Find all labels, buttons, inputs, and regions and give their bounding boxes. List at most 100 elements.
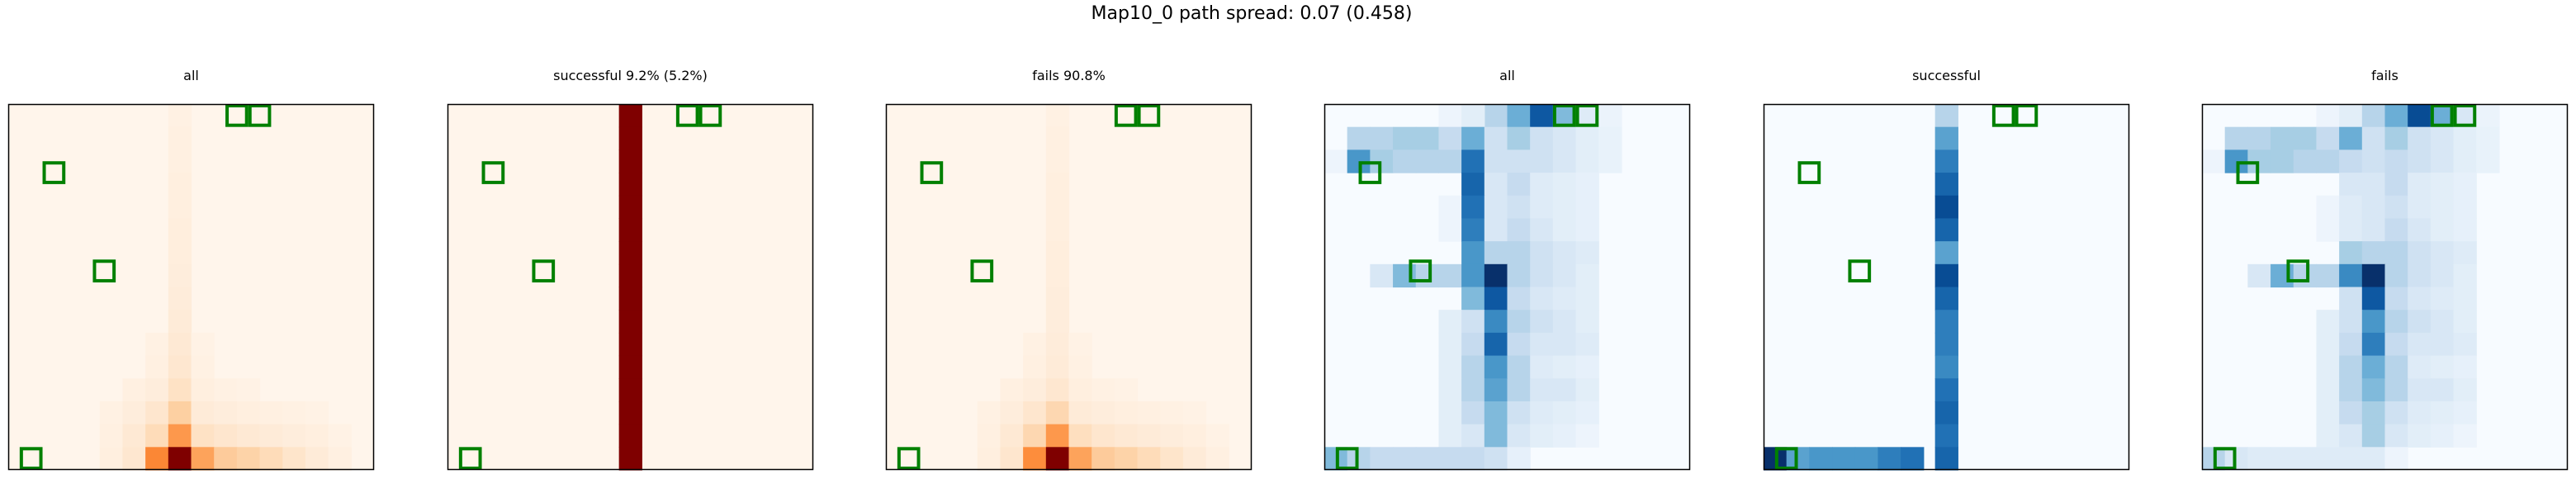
heatmap-cell xyxy=(122,401,146,425)
heatmap-cell xyxy=(2408,378,2432,402)
marker-square xyxy=(2453,104,2477,127)
marker-square xyxy=(2430,104,2454,127)
heatmap-cell xyxy=(1438,218,1462,242)
heatmap-cell xyxy=(1575,241,1599,265)
heatmap-cell xyxy=(2408,332,2432,357)
heatmap-cell xyxy=(236,447,261,471)
heatmap-cell xyxy=(2430,173,2455,197)
heatmap-cell xyxy=(1484,332,1508,357)
heatmap-cell xyxy=(1461,241,1485,265)
heatmap-cell xyxy=(1000,424,1024,448)
heatmap-cell xyxy=(1484,378,1508,402)
heatmap-cell xyxy=(1160,401,1184,425)
heatmap-cell xyxy=(1045,218,1070,242)
heatmap-cell xyxy=(2408,263,2432,288)
heatmap-cell xyxy=(145,332,169,357)
heatmap-cell xyxy=(2476,149,2500,173)
heatmap-cell xyxy=(1934,218,1958,242)
heatmap-cell xyxy=(1438,424,1462,448)
heatmap-cell xyxy=(99,424,124,448)
heatmap-cell xyxy=(2361,332,2386,357)
heatmap-cell xyxy=(168,149,192,173)
heatmap-cell xyxy=(1484,173,1508,197)
heatmap-cell xyxy=(2316,401,2340,425)
heatmap-cell xyxy=(1552,378,1577,402)
heatmap-cell xyxy=(1575,149,1599,173)
heatmap-cell xyxy=(1137,424,1161,448)
heatmap-cell xyxy=(2384,378,2408,402)
heatmap-cell xyxy=(282,424,306,448)
heatmap-cell xyxy=(1484,126,1508,150)
heatmap-cell xyxy=(2408,401,2432,425)
heatmap-cell xyxy=(2316,310,2340,334)
heatmap-cell xyxy=(2408,173,2432,197)
heatmap-cell xyxy=(1575,401,1599,425)
heatmap-cell xyxy=(1552,241,1577,265)
heatmap-cell xyxy=(2316,378,2340,402)
heatmap-cell xyxy=(1091,447,1115,471)
heatmap-cell xyxy=(2316,126,2340,150)
heatmap-cell xyxy=(1438,355,1462,379)
heatmap-cell xyxy=(168,287,192,311)
marker-square xyxy=(1848,259,1872,282)
heatmap-cell xyxy=(618,447,642,471)
heatmap-cell xyxy=(1507,149,1531,173)
heatmap-cell xyxy=(2430,332,2455,357)
heatmap-plot xyxy=(1324,103,1691,471)
heatmap-cell xyxy=(1507,447,1531,471)
heatmap-cell xyxy=(2339,241,2363,265)
heatmap-cell xyxy=(1045,332,1070,357)
heatmap-cell xyxy=(2361,287,2386,311)
heatmap-cell xyxy=(168,195,192,220)
heatmap-cell xyxy=(282,447,306,471)
heatmap-cell xyxy=(1934,263,1958,288)
heatmap-cell xyxy=(2293,126,2318,150)
heatmap-panel-1: all xyxy=(7,0,375,479)
heatmap-cell xyxy=(168,355,192,379)
heatmap-cell xyxy=(2361,424,2386,448)
heatmap-cell xyxy=(2339,195,2363,220)
heatmap-cell xyxy=(1484,149,1508,173)
heatmap-cell xyxy=(1934,126,1958,150)
heatmap-cell xyxy=(2408,149,2432,173)
heatmap-cell xyxy=(2408,126,2432,150)
heatmap-cell xyxy=(214,401,238,425)
heatmap-cell xyxy=(2316,355,2340,379)
heatmap-cell xyxy=(1507,126,1531,150)
heatmap-cell xyxy=(236,378,261,402)
heatmap-cell xyxy=(2361,126,2386,150)
marker-square xyxy=(19,447,43,470)
marker-square xyxy=(225,104,249,127)
heatmap-cell xyxy=(168,401,192,425)
marker-square xyxy=(970,259,994,282)
heatmap-cell xyxy=(618,424,642,448)
heatmap-cell xyxy=(1507,195,1531,220)
heatmap-cell xyxy=(1934,241,1958,265)
heatmap-cell xyxy=(977,447,1002,471)
marker-square xyxy=(1114,104,1138,127)
heatmap-cell xyxy=(1461,310,1485,334)
heatmap-cell xyxy=(1530,104,1554,128)
heatmap-cell xyxy=(1575,173,1599,197)
heatmap-cell xyxy=(2453,378,2477,402)
heatmap-cell xyxy=(145,378,169,402)
heatmap-cell xyxy=(259,447,283,471)
heatmap-cell xyxy=(1507,310,1531,334)
heatmap-cell xyxy=(2384,310,2408,334)
heatmap-cell xyxy=(1552,424,1577,448)
heatmap-cell xyxy=(1461,149,1485,173)
heatmap-cell xyxy=(1530,287,1554,311)
marker-square xyxy=(920,161,944,184)
heatmap-cell xyxy=(1091,401,1115,425)
heatmap-cell xyxy=(2361,355,2386,379)
heatmap-cell xyxy=(1507,173,1531,197)
marker-square xyxy=(1991,104,2015,127)
heatmap-cell xyxy=(1934,149,1958,173)
heatmap-cell xyxy=(99,401,124,425)
heatmap-cell xyxy=(2361,149,2386,173)
heatmap-cell xyxy=(168,104,192,128)
heatmap-cell xyxy=(1934,287,1958,311)
heatmap-cell xyxy=(1461,287,1485,311)
heatmap-cell xyxy=(1530,355,1554,379)
heatmap-cell xyxy=(1598,149,1622,173)
